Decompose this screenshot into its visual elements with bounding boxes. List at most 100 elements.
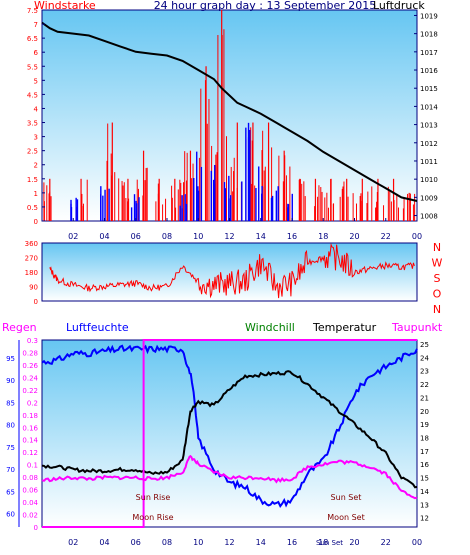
legend-rain: Regen	[2, 321, 37, 334]
temp-x-tick-label: 04	[99, 538, 109, 547]
legend-temperature: Temperatur	[312, 321, 377, 334]
rain-tick-label: 0.08	[22, 474, 38, 482]
temp-x-tick-label: 02	[68, 538, 78, 547]
wind-x-tick-label: 04	[99, 232, 109, 241]
wind-tick-label: 4.5	[27, 91, 38, 99]
humidity-tick-label: 60	[6, 511, 15, 519]
wind-tick-label: 5.5	[27, 63, 38, 71]
wind-tick-label: 0.5	[27, 204, 38, 212]
rain-tick-label: 0.18	[22, 412, 38, 420]
humidity-tick-label: 80	[6, 422, 15, 430]
pressure-tick-label: 1018	[420, 31, 438, 39]
temp-x-tick-label: 00	[412, 538, 422, 547]
pressure-tick-label: 1017	[420, 49, 438, 57]
wind-tick-label: 5	[34, 77, 38, 85]
wind-x-tick-label: 06	[131, 232, 141, 241]
pressure-tick-label: 1010	[420, 176, 438, 184]
temperature-line	[41, 370, 418, 489]
wind-tick-label: 2	[34, 162, 38, 170]
temperature-plot	[41, 339, 418, 528]
compass-label: W	[432, 257, 443, 270]
compass-label: O	[433, 288, 442, 301]
wind-x-tick-label: 18	[318, 232, 328, 241]
rain-tick-label: 0.2	[27, 399, 38, 407]
pressure-tick-label: 1008	[420, 213, 438, 221]
pressure-tick-label: 1014	[420, 103, 438, 111]
rain-tick-label: 0.22	[22, 387, 38, 395]
temp-x-tick-label: 12	[224, 538, 234, 547]
rain-tick-label: 0.12	[22, 449, 38, 457]
temp-x-tick-label: 18	[318, 538, 328, 547]
wind-x-tick-label: 16	[287, 232, 297, 241]
pressure-axis-title: Luftdruck	[373, 0, 425, 12]
temperature-tick-label: 22	[420, 381, 429, 389]
rain-tick-label: 0.02	[22, 512, 38, 520]
compass-label: S	[434, 272, 441, 285]
direction-tick-label: 360	[25, 240, 38, 248]
rain-tick-label: 0.26	[22, 362, 38, 370]
sun-set-tick-label: Sun Set	[316, 539, 343, 547]
temp-x-tick-label: 22	[381, 538, 391, 547]
wind-x-tick-label: 08	[162, 232, 172, 241]
rain-tick-label: 0.16	[22, 424, 38, 432]
compass-label: N	[433, 241, 441, 254]
direction-tick-label: 0	[34, 298, 38, 306]
wind-x-tick-label: 20	[349, 232, 359, 241]
temp-x-tick-label: 08	[162, 538, 172, 547]
temperature-tick-label: 21	[420, 394, 429, 402]
temperature-tick-label: 17	[420, 448, 429, 456]
pressure-tick-label: 1013	[420, 122, 438, 130]
wind-x-tick-label: 22	[381, 232, 391, 241]
humidity-tick-label: 70	[6, 466, 15, 474]
wind-tick-label: 1	[34, 190, 38, 198]
temperature-tick-label: 15	[420, 475, 429, 483]
rain-tick-label: 0.06	[22, 487, 38, 495]
pressure-tick-label: 1015	[420, 85, 438, 93]
humidity-tick-label: 95	[6, 355, 15, 363]
pressure-tick-label: 1019	[420, 12, 438, 20]
wind-tick-label: 3	[34, 134, 38, 142]
direction-tick-label: 270	[25, 255, 38, 263]
wind-tick-label: 1.5	[27, 176, 38, 184]
temperature-tick-label: 23	[420, 368, 429, 376]
pressure-tick-label: 1016	[420, 67, 438, 75]
wind-x-tick-label: 02	[68, 232, 78, 241]
wind-tick-label: 0	[34, 218, 38, 226]
legend-dewpoint: Taupunkt	[391, 321, 443, 334]
wind-tick-label: 7.5	[27, 7, 38, 15]
legend-humidity: Luftfeuchte	[66, 321, 129, 334]
rain-tick-label: 0.04	[22, 499, 38, 507]
pressure-tick-label: 1009	[420, 194, 438, 202]
pressure-line	[41, 21, 418, 202]
wind-tick-label: 3.5	[27, 120, 38, 128]
wind-x-tick-label: 12	[224, 232, 234, 241]
rain-tick-label: 0.1	[27, 462, 38, 470]
wind-x-tick-label: 00	[412, 232, 422, 241]
temperature-tick-label: 18	[420, 435, 429, 443]
temperature-tick-label: 14	[420, 488, 429, 496]
chart-title: 24 hour graph day : 13 September 2015	[154, 0, 377, 12]
temp-x-tick-label: 10	[193, 538, 203, 547]
direction-panel-bg	[41, 242, 418, 302]
sun-set-label: Sun Set	[331, 493, 362, 502]
temp-x-tick-label: 14	[256, 538, 266, 547]
compass-label: N	[433, 303, 441, 316]
axes: 00.511.522.533.544.555.566.577.510081009…	[6, 7, 442, 547]
pressure-tick-label: 1012	[420, 140, 438, 148]
wind-tick-label: 6.5	[27, 35, 38, 43]
wind-tick-label: 6	[34, 49, 39, 57]
temperature-tick-label: 20	[420, 408, 429, 416]
temperature-tick-label: 16	[420, 461, 429, 469]
moon-rise-label: Moon Rise	[132, 513, 173, 522]
temperature-tick-label: 19	[420, 421, 429, 429]
wind-direction-line	[49, 242, 415, 299]
wind-tick-label: 4	[34, 105, 39, 113]
dewpoint-line	[41, 454, 418, 500]
wind-x-tick-label: 10	[193, 232, 203, 241]
humidity-tick-label: 90	[6, 377, 15, 385]
rain-line	[42, 339, 417, 528]
temperature-tick-label: 24	[420, 354, 429, 362]
pressure-tick-label: 1011	[420, 158, 438, 166]
moon-set-label: Moon Set	[327, 513, 364, 522]
